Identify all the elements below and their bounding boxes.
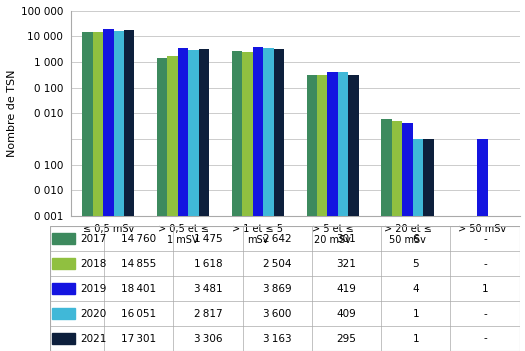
Text: 1 618: 1 618 <box>194 259 222 269</box>
Bar <box>242 52 253 351</box>
Bar <box>92 32 103 351</box>
Text: 1 475: 1 475 <box>194 234 222 244</box>
Text: 3 869: 3 869 <box>263 284 291 294</box>
Text: 2019: 2019 <box>80 284 107 294</box>
Text: 14 855: 14 855 <box>121 259 156 269</box>
Text: 3 600: 3 600 <box>263 309 291 319</box>
Bar <box>402 124 413 351</box>
Text: 5: 5 <box>413 259 419 269</box>
Text: 1: 1 <box>482 284 488 294</box>
Y-axis label: Nombre de TSN: Nombre de TSN <box>7 69 17 157</box>
Text: 419: 419 <box>337 284 356 294</box>
Bar <box>253 47 263 351</box>
Bar <box>52 333 76 344</box>
Text: 2 642: 2 642 <box>263 234 291 244</box>
Text: 2021: 2021 <box>80 333 107 344</box>
Bar <box>477 139 488 351</box>
Text: 3 306: 3 306 <box>194 333 222 344</box>
Text: 2 817: 2 817 <box>194 309 222 319</box>
Text: 301: 301 <box>337 234 356 244</box>
Text: 2018: 2018 <box>80 259 107 269</box>
Text: 17 301: 17 301 <box>121 333 156 344</box>
Bar <box>52 258 76 269</box>
Bar <box>274 49 284 351</box>
Bar <box>423 139 434 351</box>
Bar <box>338 72 349 351</box>
Text: 4: 4 <box>413 284 419 294</box>
Text: -: - <box>483 333 487 344</box>
Text: 2 504: 2 504 <box>263 259 291 269</box>
Bar <box>52 283 76 294</box>
Bar <box>103 29 113 351</box>
Text: 409: 409 <box>337 309 356 319</box>
Bar <box>113 31 124 351</box>
Bar <box>167 57 178 351</box>
Bar <box>188 50 199 351</box>
Bar <box>232 51 242 351</box>
Bar <box>392 121 402 351</box>
Bar <box>157 58 167 351</box>
Text: 2020: 2020 <box>80 309 106 319</box>
Bar <box>349 75 359 351</box>
Text: 3 481: 3 481 <box>194 284 222 294</box>
Text: 1: 1 <box>413 333 419 344</box>
Text: 14 760: 14 760 <box>121 234 156 244</box>
Text: 295: 295 <box>337 333 356 344</box>
Bar <box>381 119 392 351</box>
Bar <box>328 72 338 351</box>
Text: 1: 1 <box>413 309 419 319</box>
Bar <box>263 48 274 351</box>
Bar <box>307 75 317 351</box>
Bar <box>199 48 209 351</box>
Text: 18 401: 18 401 <box>121 284 156 294</box>
Text: -: - <box>483 259 487 269</box>
Bar <box>413 139 423 351</box>
Bar <box>82 32 92 351</box>
Text: 16 051: 16 051 <box>121 309 156 319</box>
Text: 6: 6 <box>413 234 419 244</box>
Text: 321: 321 <box>337 259 356 269</box>
Bar <box>317 74 328 351</box>
Text: 3 163: 3 163 <box>263 333 291 344</box>
Bar <box>52 233 76 244</box>
Bar <box>178 48 188 351</box>
Text: -: - <box>483 234 487 244</box>
Text: 2017: 2017 <box>80 234 107 244</box>
Bar <box>124 30 134 351</box>
Bar <box>52 308 76 319</box>
Text: -: - <box>483 309 487 319</box>
